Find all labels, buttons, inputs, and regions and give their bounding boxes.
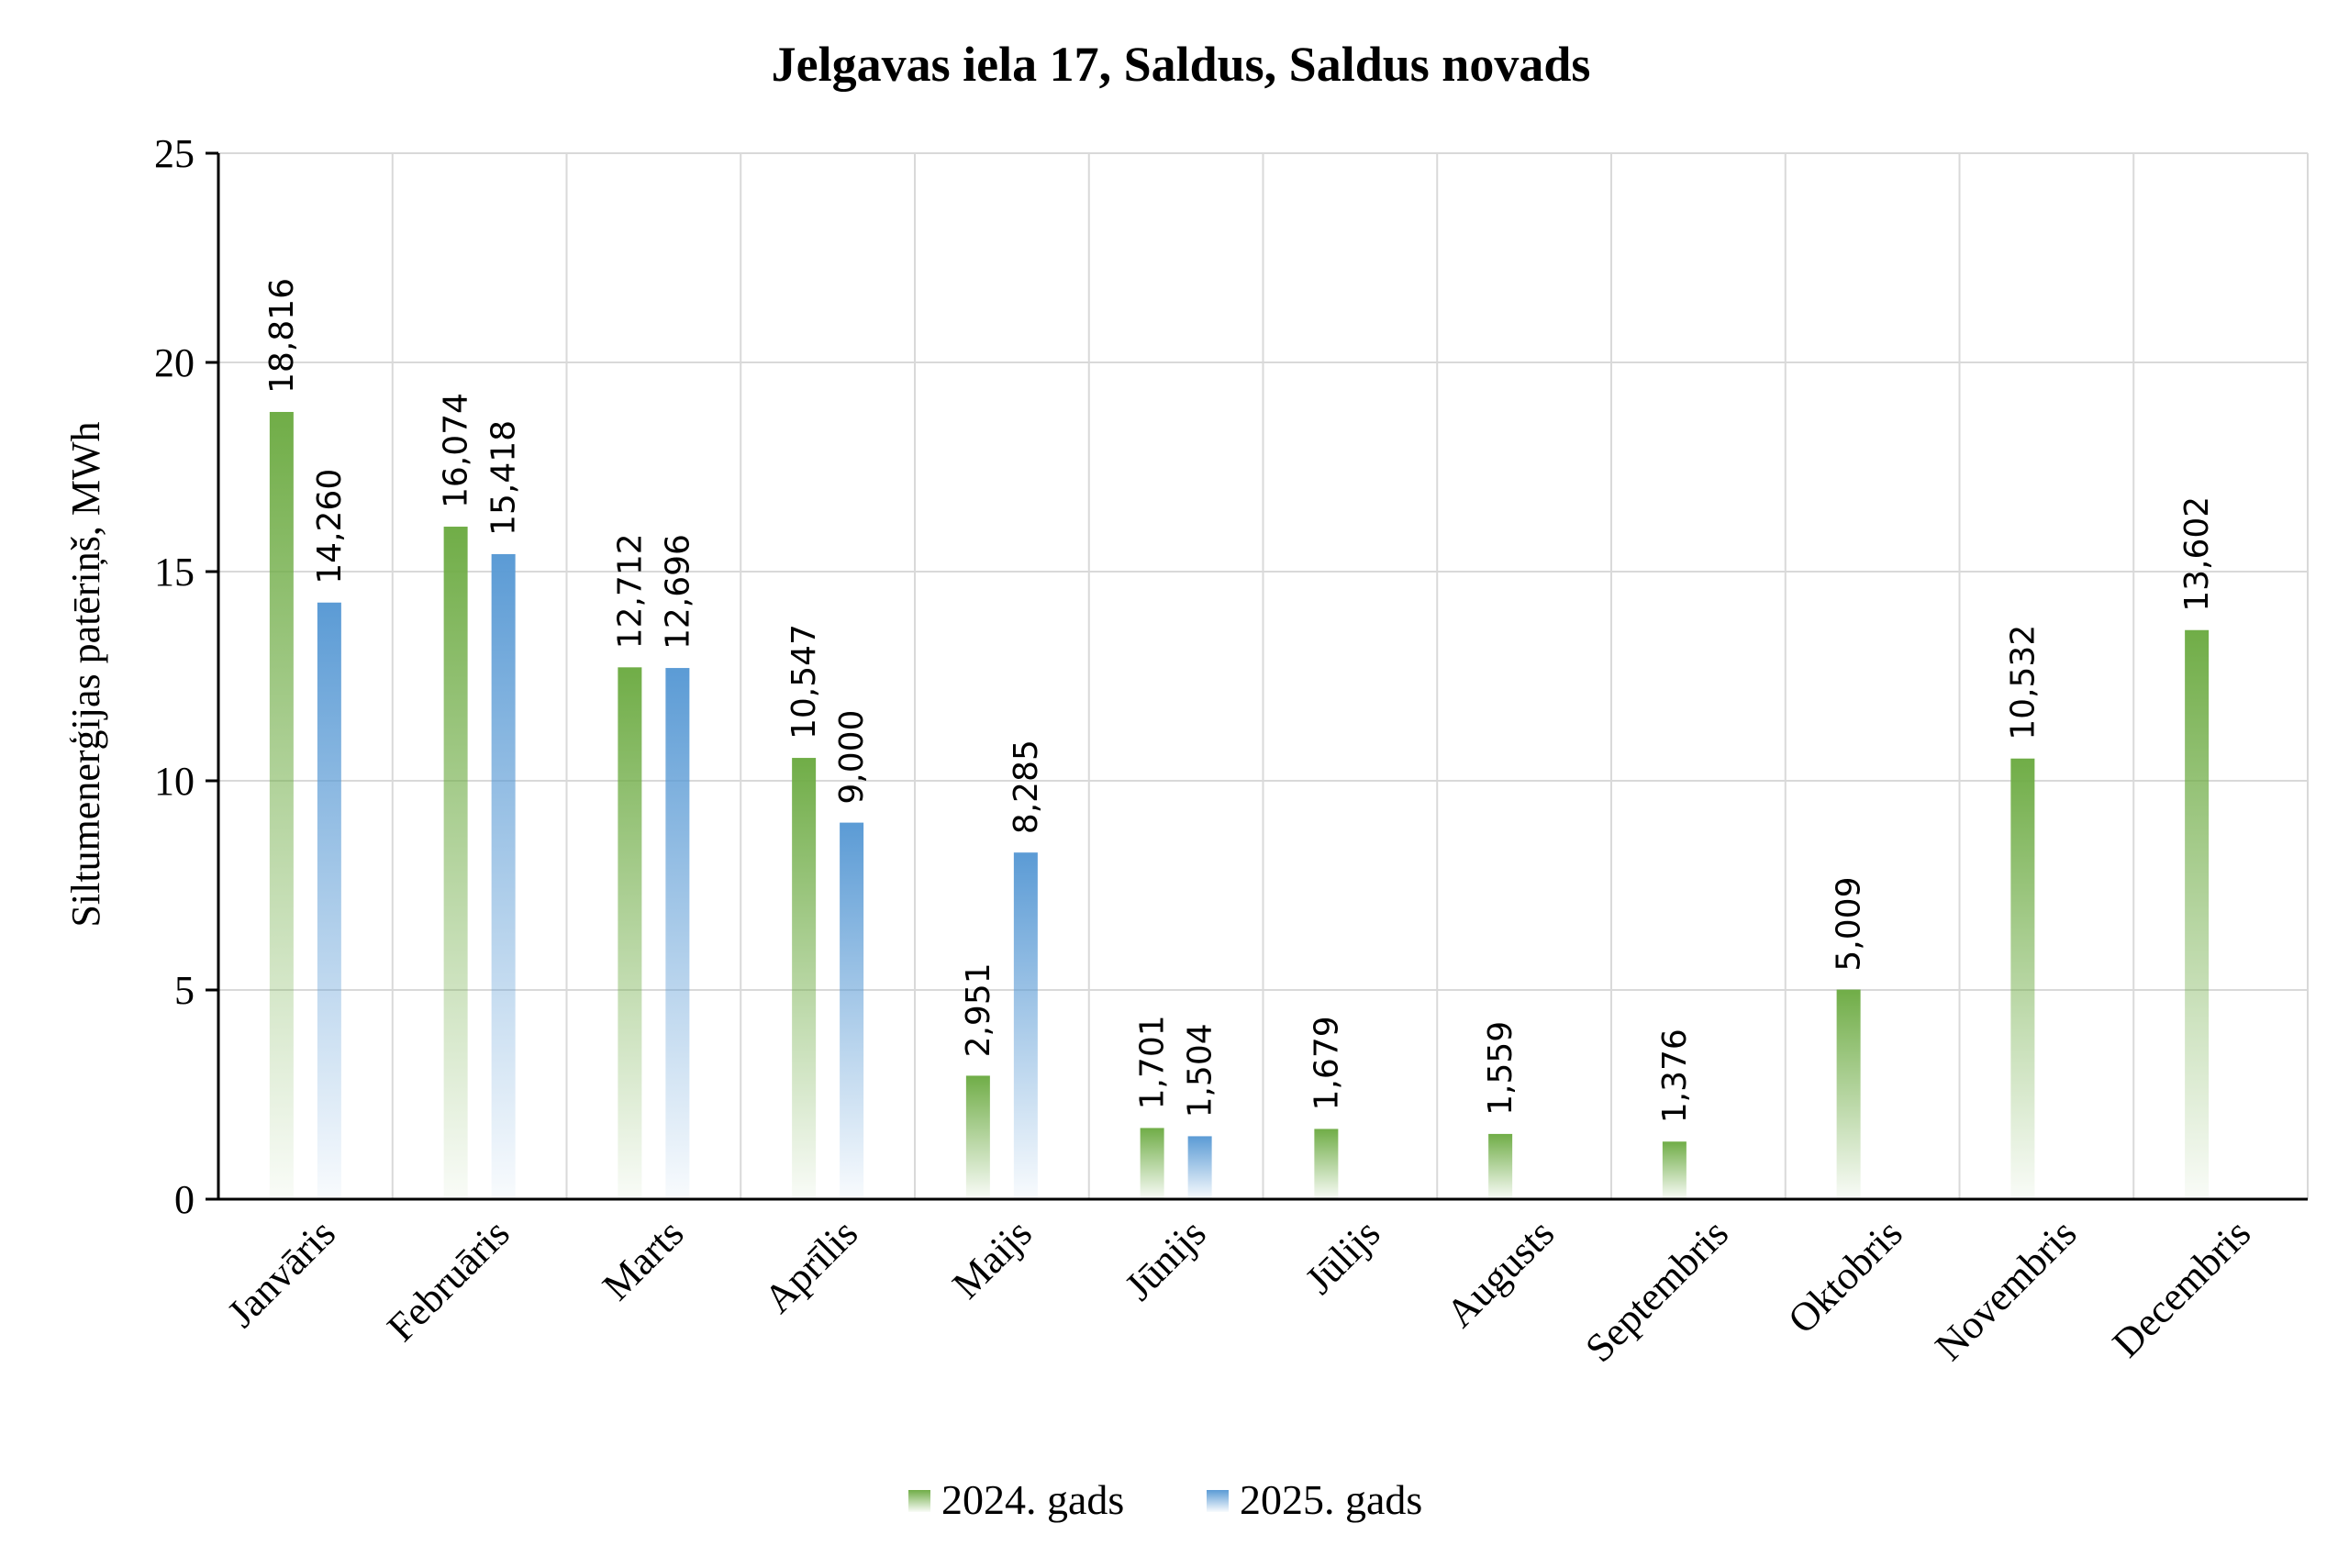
bar-series-2 (1187, 1136, 1212, 1199)
y-tick-label: 10 (154, 759, 195, 804)
bar-series-2 (317, 602, 341, 1199)
x-tick-label: Marts (594, 1210, 692, 1308)
axes (217, 153, 2308, 1201)
data-label: 8,285 (1008, 740, 1045, 834)
chart-title: Jelgavas iela 17, Saldus, Saldus novads (772, 37, 1591, 92)
data-labels: 18,816 16,074 12,712 10,547 2,951 1,701 1,679 1… (263, 278, 2216, 1123)
bar-series-2 (665, 668, 690, 1199)
bar-series-1 (1488, 1133, 1513, 1199)
data-label: 18,816 (263, 278, 301, 394)
legend-label: 2025. gads (1240, 1476, 1422, 1523)
x-tick-label: Decembris (2104, 1210, 2259, 1365)
x-tick-label: Novembris (1927, 1210, 2086, 1369)
y-tick-label: 0 (174, 1177, 195, 1222)
legend: 2024. gads 2025. gads (908, 1476, 1422, 1523)
x-tick-labels: Janvāris Februāris Marts Aprīlis Maijs Jūnijs… (218, 1210, 2259, 1371)
bar-series-1 (269, 411, 294, 1200)
bar-series-1 (2010, 758, 2035, 1199)
x-tick-label: Jūlijs (1297, 1210, 1388, 1302)
bar-series-1 (965, 1075, 990, 1199)
x-tick-label: Jūnijs (1116, 1210, 1214, 1308)
bar-series-1 (1662, 1141, 1687, 1199)
bar-series-1 (1836, 989, 1861, 1199)
bar-series-2 (840, 822, 864, 1199)
x-tick-label: Janvāris (218, 1210, 344, 1336)
data-label: 2,951 (960, 962, 997, 1057)
data-label: 1,679 (1308, 1016, 1345, 1110)
data-label: 12,696 (659, 534, 696, 650)
y-tick-label: 25 (154, 131, 195, 176)
data-label: 10,532 (2004, 625, 2042, 740)
data-label: 1,376 (1656, 1029, 1694, 1123)
data-label: 10,547 (785, 624, 823, 740)
y-tick-labels: 0 5 10 15 20 25 (154, 131, 218, 1222)
bar-series-1 (1314, 1129, 1339, 1199)
bar-series-1 (2185, 629, 2210, 1199)
bar-series-1 (792, 758, 817, 1199)
bar-series-2 (491, 553, 516, 1199)
data-label: 15,418 (485, 420, 523, 536)
x-tick-label: Augusts (1438, 1210, 1564, 1336)
data-label: 1,559 (1482, 1021, 1520, 1116)
bars (269, 411, 2210, 1200)
bar-series-1 (1140, 1128, 1164, 1199)
x-tick-label: Oktobris (1779, 1210, 1911, 1342)
data-label: 13,602 (2178, 496, 2216, 612)
x-tick-label: Aprīlis (755, 1210, 866, 1321)
y-tick-label: 20 (154, 340, 195, 385)
data-label: 9,000 (833, 710, 871, 805)
legend-label: 2024. gads (941, 1476, 1124, 1523)
bar-series-1 (618, 667, 642, 1199)
data-label: 1,701 (1134, 1015, 1172, 1109)
legend-swatch (1207, 1490, 1229, 1512)
y-tick-label: 15 (154, 550, 195, 595)
data-label: 14,260 (311, 469, 349, 584)
data-label: 16,074 (438, 393, 475, 508)
bar-series-2 (1013, 852, 1038, 1199)
data-label: 5,009 (1831, 877, 1868, 972)
y-tick-label: 5 (174, 968, 195, 1013)
data-label: 12,712 (611, 533, 649, 649)
legend-swatch (908, 1490, 930, 1512)
y-axis-label: Siltumenerģijas patēriņš, MWh (63, 421, 108, 927)
x-tick-label: Februāris (379, 1210, 518, 1350)
gridlines (218, 152, 2309, 1199)
x-tick-label: Maijs (943, 1210, 1041, 1307)
data-label: 1,504 (1182, 1023, 1219, 1118)
x-tick-label: Septembris (1576, 1210, 1737, 1371)
bar-series-1 (443, 527, 468, 1199)
